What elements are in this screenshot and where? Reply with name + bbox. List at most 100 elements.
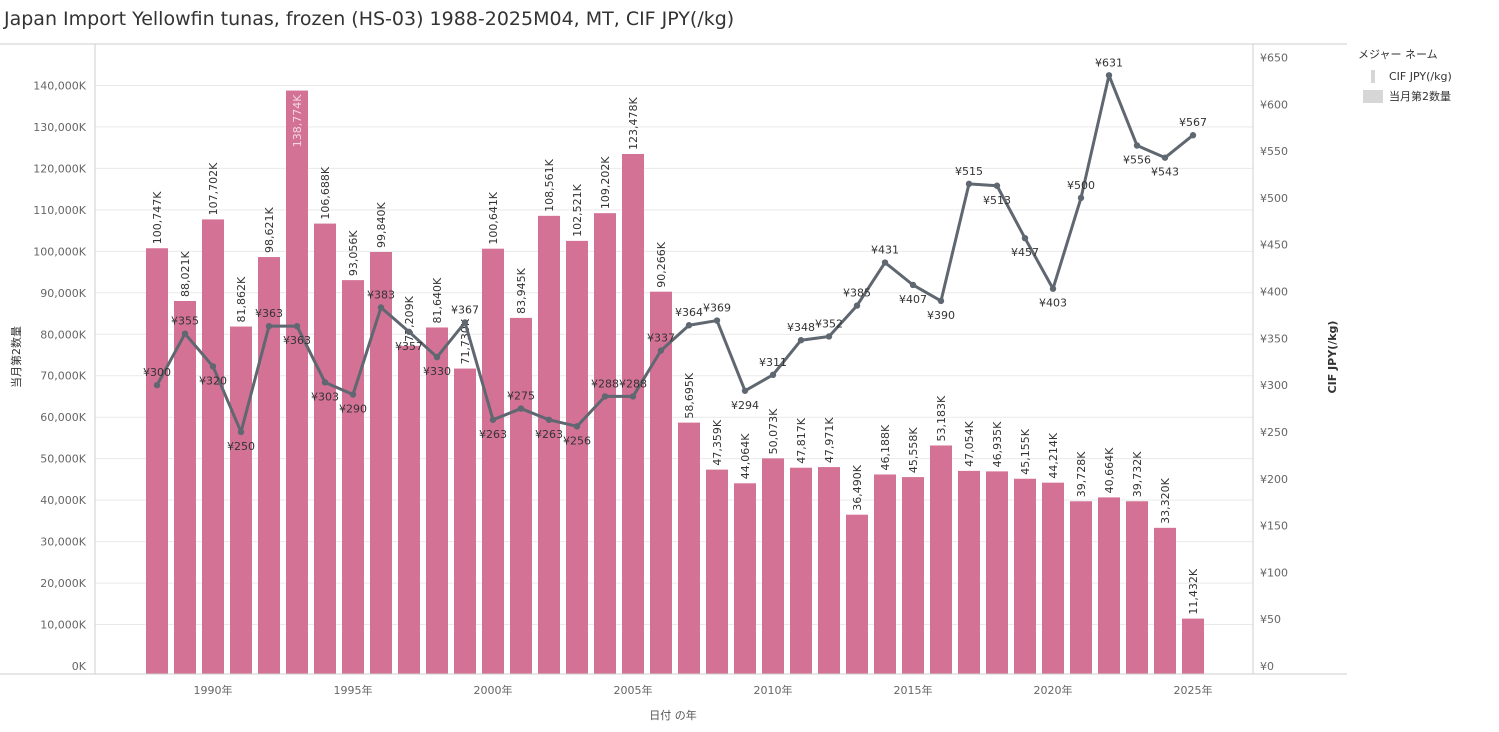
price-label: ¥556 bbox=[1123, 153, 1151, 166]
line-series bbox=[153, 72, 1197, 436]
bar bbox=[286, 90, 308, 675]
price-point bbox=[741, 387, 749, 394]
bar bbox=[482, 248, 504, 674]
legend-item-line[interactable]: CIF JPY(/kg) bbox=[1358, 66, 1452, 86]
bar-value-label: 39,732K bbox=[1131, 451, 1144, 497]
bar bbox=[902, 477, 924, 674]
y-left-tick-label: 110,000K bbox=[33, 204, 86, 217]
price-point bbox=[853, 302, 861, 309]
price-label: ¥311 bbox=[759, 356, 787, 369]
bar-value-label: 108,561K bbox=[543, 158, 556, 211]
y-right-tick-label: ¥400 bbox=[1260, 286, 1288, 299]
price-label: ¥294 bbox=[731, 399, 759, 412]
bar-value-label: 39,728K bbox=[1075, 451, 1088, 497]
x-axis-title: 日付 の年 bbox=[649, 708, 697, 722]
price-label: ¥275 bbox=[507, 390, 535, 403]
bar bbox=[678, 422, 700, 674]
bar bbox=[762, 458, 784, 674]
bar bbox=[1014, 478, 1036, 674]
x-tick-label: 2015年 bbox=[894, 683, 933, 697]
y-right-tick-label: ¥350 bbox=[1260, 332, 1288, 345]
price-point bbox=[601, 393, 609, 400]
y-right-tick-label: ¥650 bbox=[1260, 52, 1288, 65]
bar bbox=[454, 368, 476, 674]
price-point bbox=[1049, 285, 1057, 292]
price-label: ¥369 bbox=[703, 302, 731, 315]
y-left-tick-label: 50,000K bbox=[40, 453, 86, 466]
bar-value-label: 50,073K bbox=[767, 408, 780, 454]
price-label: ¥290 bbox=[339, 403, 367, 416]
price-point bbox=[489, 416, 497, 423]
y-left-tick-label: 20,000K bbox=[40, 577, 86, 590]
bar bbox=[314, 223, 336, 674]
bar bbox=[650, 291, 672, 674]
price-point bbox=[1021, 234, 1029, 242]
price-point bbox=[685, 322, 693, 329]
y-left-tick-label: 80,000K bbox=[40, 328, 86, 341]
y-right-tick-label: ¥0 bbox=[1260, 660, 1274, 673]
y-left-tick-label: 40,000K bbox=[40, 494, 86, 507]
bar-value-label: 47,971K bbox=[823, 417, 836, 463]
price-line bbox=[155, 73, 1194, 434]
y-left-tick-label: 120,000K bbox=[33, 162, 86, 175]
price-point bbox=[153, 381, 161, 389]
price-label: ¥357 bbox=[395, 340, 423, 353]
legend-item-bar[interactable]: 当月第2数量 bbox=[1358, 86, 1452, 106]
y-right-tick-label: ¥150 bbox=[1260, 520, 1288, 533]
x-tick-label: 2005年 bbox=[614, 683, 653, 697]
bar bbox=[986, 471, 1008, 674]
price-label: ¥256 bbox=[563, 434, 591, 447]
price-point bbox=[909, 281, 917, 289]
y-left-tick-label: 100,000K bbox=[33, 245, 86, 258]
bar bbox=[202, 219, 224, 675]
price-point bbox=[629, 393, 637, 400]
price-label: ¥364 bbox=[675, 306, 703, 319]
bar-value-label: 45,558K bbox=[907, 427, 920, 473]
bar-value-label: 71,730K bbox=[459, 318, 472, 364]
price-label: ¥348 bbox=[787, 321, 815, 334]
axes: 0K 10,000K 20,000K 30,000K 40,000K 50,000K 60,… bbox=[0, 43, 1347, 697]
price-point bbox=[1189, 132, 1197, 139]
bar-value-label: 90,266K bbox=[655, 241, 668, 287]
price-label: ¥363 bbox=[255, 307, 283, 320]
price-point bbox=[349, 391, 357, 398]
price-point bbox=[545, 416, 553, 423]
price-point bbox=[657, 347, 665, 354]
price-label: ¥390 bbox=[927, 309, 955, 322]
bar-value-label: 100,747K bbox=[151, 191, 164, 244]
bar bbox=[370, 251, 392, 674]
price-point bbox=[713, 317, 721, 324]
legend-bar-swatch bbox=[1363, 89, 1383, 103]
chart-title: Japan Import Yellowfin tunas, frozen (HS… bbox=[4, 8, 735, 30]
bar-value-label: 53,183K bbox=[935, 395, 948, 441]
y-right-tick-label: ¥300 bbox=[1260, 379, 1288, 392]
chart-svg: 100,747K 88,021K 107,702K 81,862K 98,621K 138… bbox=[0, 43, 1347, 722]
bar-value-label: 81,640K bbox=[431, 277, 444, 323]
bar-value-label: 123,478K bbox=[627, 96, 640, 149]
price-label: ¥567 bbox=[1179, 116, 1207, 129]
price-point bbox=[377, 304, 385, 311]
bar bbox=[174, 301, 196, 674]
price-point bbox=[461, 319, 469, 326]
price-point bbox=[881, 259, 889, 266]
price-label: ¥543 bbox=[1151, 166, 1179, 179]
bar-value-label: 44,214K bbox=[1047, 432, 1060, 478]
bar bbox=[230, 326, 252, 674]
price-label: ¥355 bbox=[171, 315, 199, 328]
bar-value-label: 33,320K bbox=[1159, 477, 1172, 523]
y-left-tick-label: 90,000K bbox=[40, 287, 86, 300]
bar-labels: 100,747K 88,021K 107,702K 81,862K 98,621K 138… bbox=[151, 94, 1200, 615]
bar bbox=[1182, 618, 1204, 674]
price-label: ¥383 bbox=[367, 288, 395, 301]
y-left-tick-label: 70,000K bbox=[40, 370, 86, 383]
y-left-tick-label: 0K bbox=[72, 660, 87, 673]
price-point bbox=[1105, 72, 1113, 79]
bar bbox=[538, 215, 560, 674]
price-label: ¥320 bbox=[199, 374, 227, 387]
bar bbox=[818, 467, 840, 674]
price-point bbox=[937, 297, 945, 305]
bar-value-label: 83,945K bbox=[515, 267, 528, 313]
bar bbox=[342, 280, 364, 674]
price-label: ¥407 bbox=[899, 293, 927, 306]
price-point bbox=[1161, 154, 1169, 161]
